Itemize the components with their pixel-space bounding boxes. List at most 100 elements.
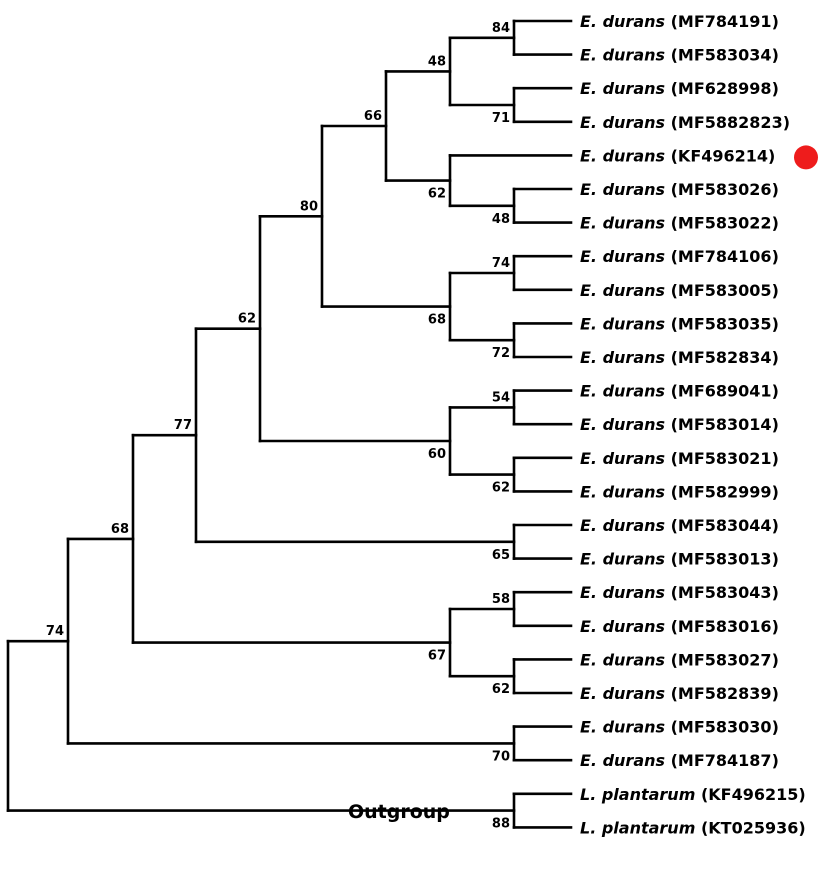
bootstrap-n71: 71: [492, 111, 510, 126]
taxon-accession: (MF583027): [665, 650, 779, 669]
taxon-accession: (MF583013): [665, 550, 779, 569]
bootstrap-n60: 60: [428, 447, 446, 462]
bootstrap-n70: 70: [492, 749, 510, 764]
taxon-label: E. durans (MF583044): [580, 516, 779, 535]
taxon-label: E. durans (MF583043): [580, 583, 779, 602]
taxon-species: E. durans: [580, 550, 665, 569]
taxon-label: L. plantarum (KT025936): [580, 818, 806, 837]
taxon-label: E. durans (MF582839): [580, 684, 779, 703]
bootstrap-n62b: 62: [492, 481, 510, 496]
taxon-label: E. durans (MF5882823): [580, 113, 790, 132]
taxon-species: E. durans: [580, 12, 665, 31]
taxon-species: E. durans: [580, 46, 665, 65]
taxon-accession: (MF582999): [665, 482, 779, 501]
taxon-species: L. plantarum: [580, 818, 695, 837]
taxon-accession: (MF583026): [665, 180, 779, 199]
taxon-accession: (MF784106): [665, 247, 779, 266]
taxon-accession: (MF583014): [665, 415, 779, 434]
tree-branches: [6, 19, 573, 829]
taxon-label: E. durans (MF628998): [580, 79, 779, 98]
taxon-species: E. durans: [580, 281, 665, 300]
taxon-species: E. durans: [580, 751, 665, 770]
bootstrap-values: 84 71 48 48 62 66 74 72 68 80 54 62 60 62 65 77 58 62 67 68…: [46, 21, 510, 832]
taxon-accession: (MF583034): [665, 46, 779, 65]
taxon-accession: (MF784191): [665, 12, 779, 31]
taxon-label: E. durans (MF583034): [580, 46, 779, 65]
taxon-accession: (KT025936): [695, 818, 805, 837]
taxon-labels: E. durans (MF784191) E. durans (MF583034)…: [580, 12, 806, 837]
taxon-accession: (MF582839): [665, 684, 779, 703]
taxon-species: E. durans: [580, 449, 665, 468]
taxon-species: E. durans: [580, 718, 665, 737]
taxon-label: E. durans (MF784191): [580, 12, 779, 31]
taxon-accession: (KF496214): [665, 146, 775, 165]
bootstrap-n62a: 62: [428, 187, 446, 202]
taxon-species: E. durans: [580, 113, 665, 132]
bootstrap-n88: 88: [492, 817, 510, 832]
bootstrap-n62c: 62: [238, 312, 256, 327]
taxon-label: E. durans (MF583005): [580, 281, 779, 300]
taxon-species: E. durans: [580, 650, 665, 669]
taxon-accession: (MF583005): [665, 281, 779, 300]
taxon-species: E. durans: [580, 180, 665, 199]
taxon-accession: (MF583016): [665, 617, 779, 636]
taxon-accession: (MF583030): [665, 718, 779, 737]
bootstrap-n74b: 74: [46, 624, 64, 639]
taxon-label: E. durans (MF784106): [580, 247, 779, 266]
bootstrap-n62d: 62: [492, 682, 510, 697]
taxon-species: E. durans: [580, 583, 665, 602]
taxon-label: E. durans (MF583021): [580, 449, 779, 468]
taxon-label: E. durans (MF583013): [580, 550, 779, 569]
taxon-accession: (MF583035): [665, 314, 779, 333]
bootstrap-n72: 72: [492, 346, 510, 361]
taxon-species: E. durans: [580, 617, 665, 636]
taxon-accession: (MF583021): [665, 449, 779, 468]
taxon-accession: (MF583022): [665, 214, 779, 233]
taxon-accession: (MF689041): [665, 382, 779, 401]
taxon-accession: (MF582834): [665, 348, 779, 367]
bootstrap-n80: 80: [300, 199, 318, 214]
taxon-species: E. durans: [580, 684, 665, 703]
taxon-accession: (KF496215): [695, 785, 805, 804]
taxon-label: E. durans (MF583027): [580, 650, 779, 669]
taxon-label: E. durans (MF583030): [580, 718, 779, 737]
bootstrap-n68a: 68: [428, 313, 446, 328]
bootstrap-n66: 66: [364, 109, 382, 124]
taxon-accession: (MF583044): [665, 516, 779, 535]
taxon-label: E. durans (MF583022): [580, 214, 779, 233]
taxon-label: E. durans (MF784187): [580, 751, 779, 770]
taxon-accession: (MF583043): [665, 583, 779, 602]
outgroup-label: Outgroup: [348, 801, 450, 823]
taxon-species: E. durans: [580, 382, 665, 401]
bootstrap-n77: 77: [174, 418, 192, 433]
taxon-accession: (MF5882823): [665, 113, 790, 132]
taxon-accession: (MF784187): [665, 751, 779, 770]
taxon-label: E. durans (MF582999): [580, 482, 779, 501]
taxon-label: E. durans (MF689041): [580, 382, 779, 401]
bootstrap-n68b: 68: [111, 522, 129, 537]
taxon-label: L. plantarum (KF496215): [580, 785, 806, 804]
taxon-species: E. durans: [580, 516, 665, 535]
bootstrap-n48a: 48: [428, 54, 446, 69]
taxon-label: E. durans (MF583014): [580, 415, 779, 434]
taxon-label: E. durans (MF582834): [580, 348, 779, 367]
bootstrap-n74a: 74: [492, 256, 510, 271]
taxon-species: E. durans: [580, 146, 665, 165]
bootstrap-n84: 84: [492, 21, 510, 36]
bootstrap-n58: 58: [492, 592, 510, 607]
taxon-species: E. durans: [580, 79, 665, 98]
bootstrap-n65: 65: [492, 548, 510, 563]
bootstrap-n67: 67: [428, 649, 446, 664]
taxon-label: E. durans (MF583035): [580, 314, 779, 333]
taxon-species: E. durans: [580, 214, 665, 233]
taxon-species: E. durans: [580, 314, 665, 333]
taxon-label: E. durans (KF496214): [580, 146, 775, 165]
taxon-species: E. durans: [580, 415, 665, 434]
taxon-species: E. durans: [580, 482, 665, 501]
bootstrap-n48b: 48: [492, 212, 510, 227]
taxon-species: E. durans: [580, 348, 665, 367]
bootstrap-n54: 54: [492, 390, 510, 405]
taxon-label: E. durans (MF583026): [580, 180, 779, 199]
taxon-species: L. plantarum: [580, 785, 695, 804]
